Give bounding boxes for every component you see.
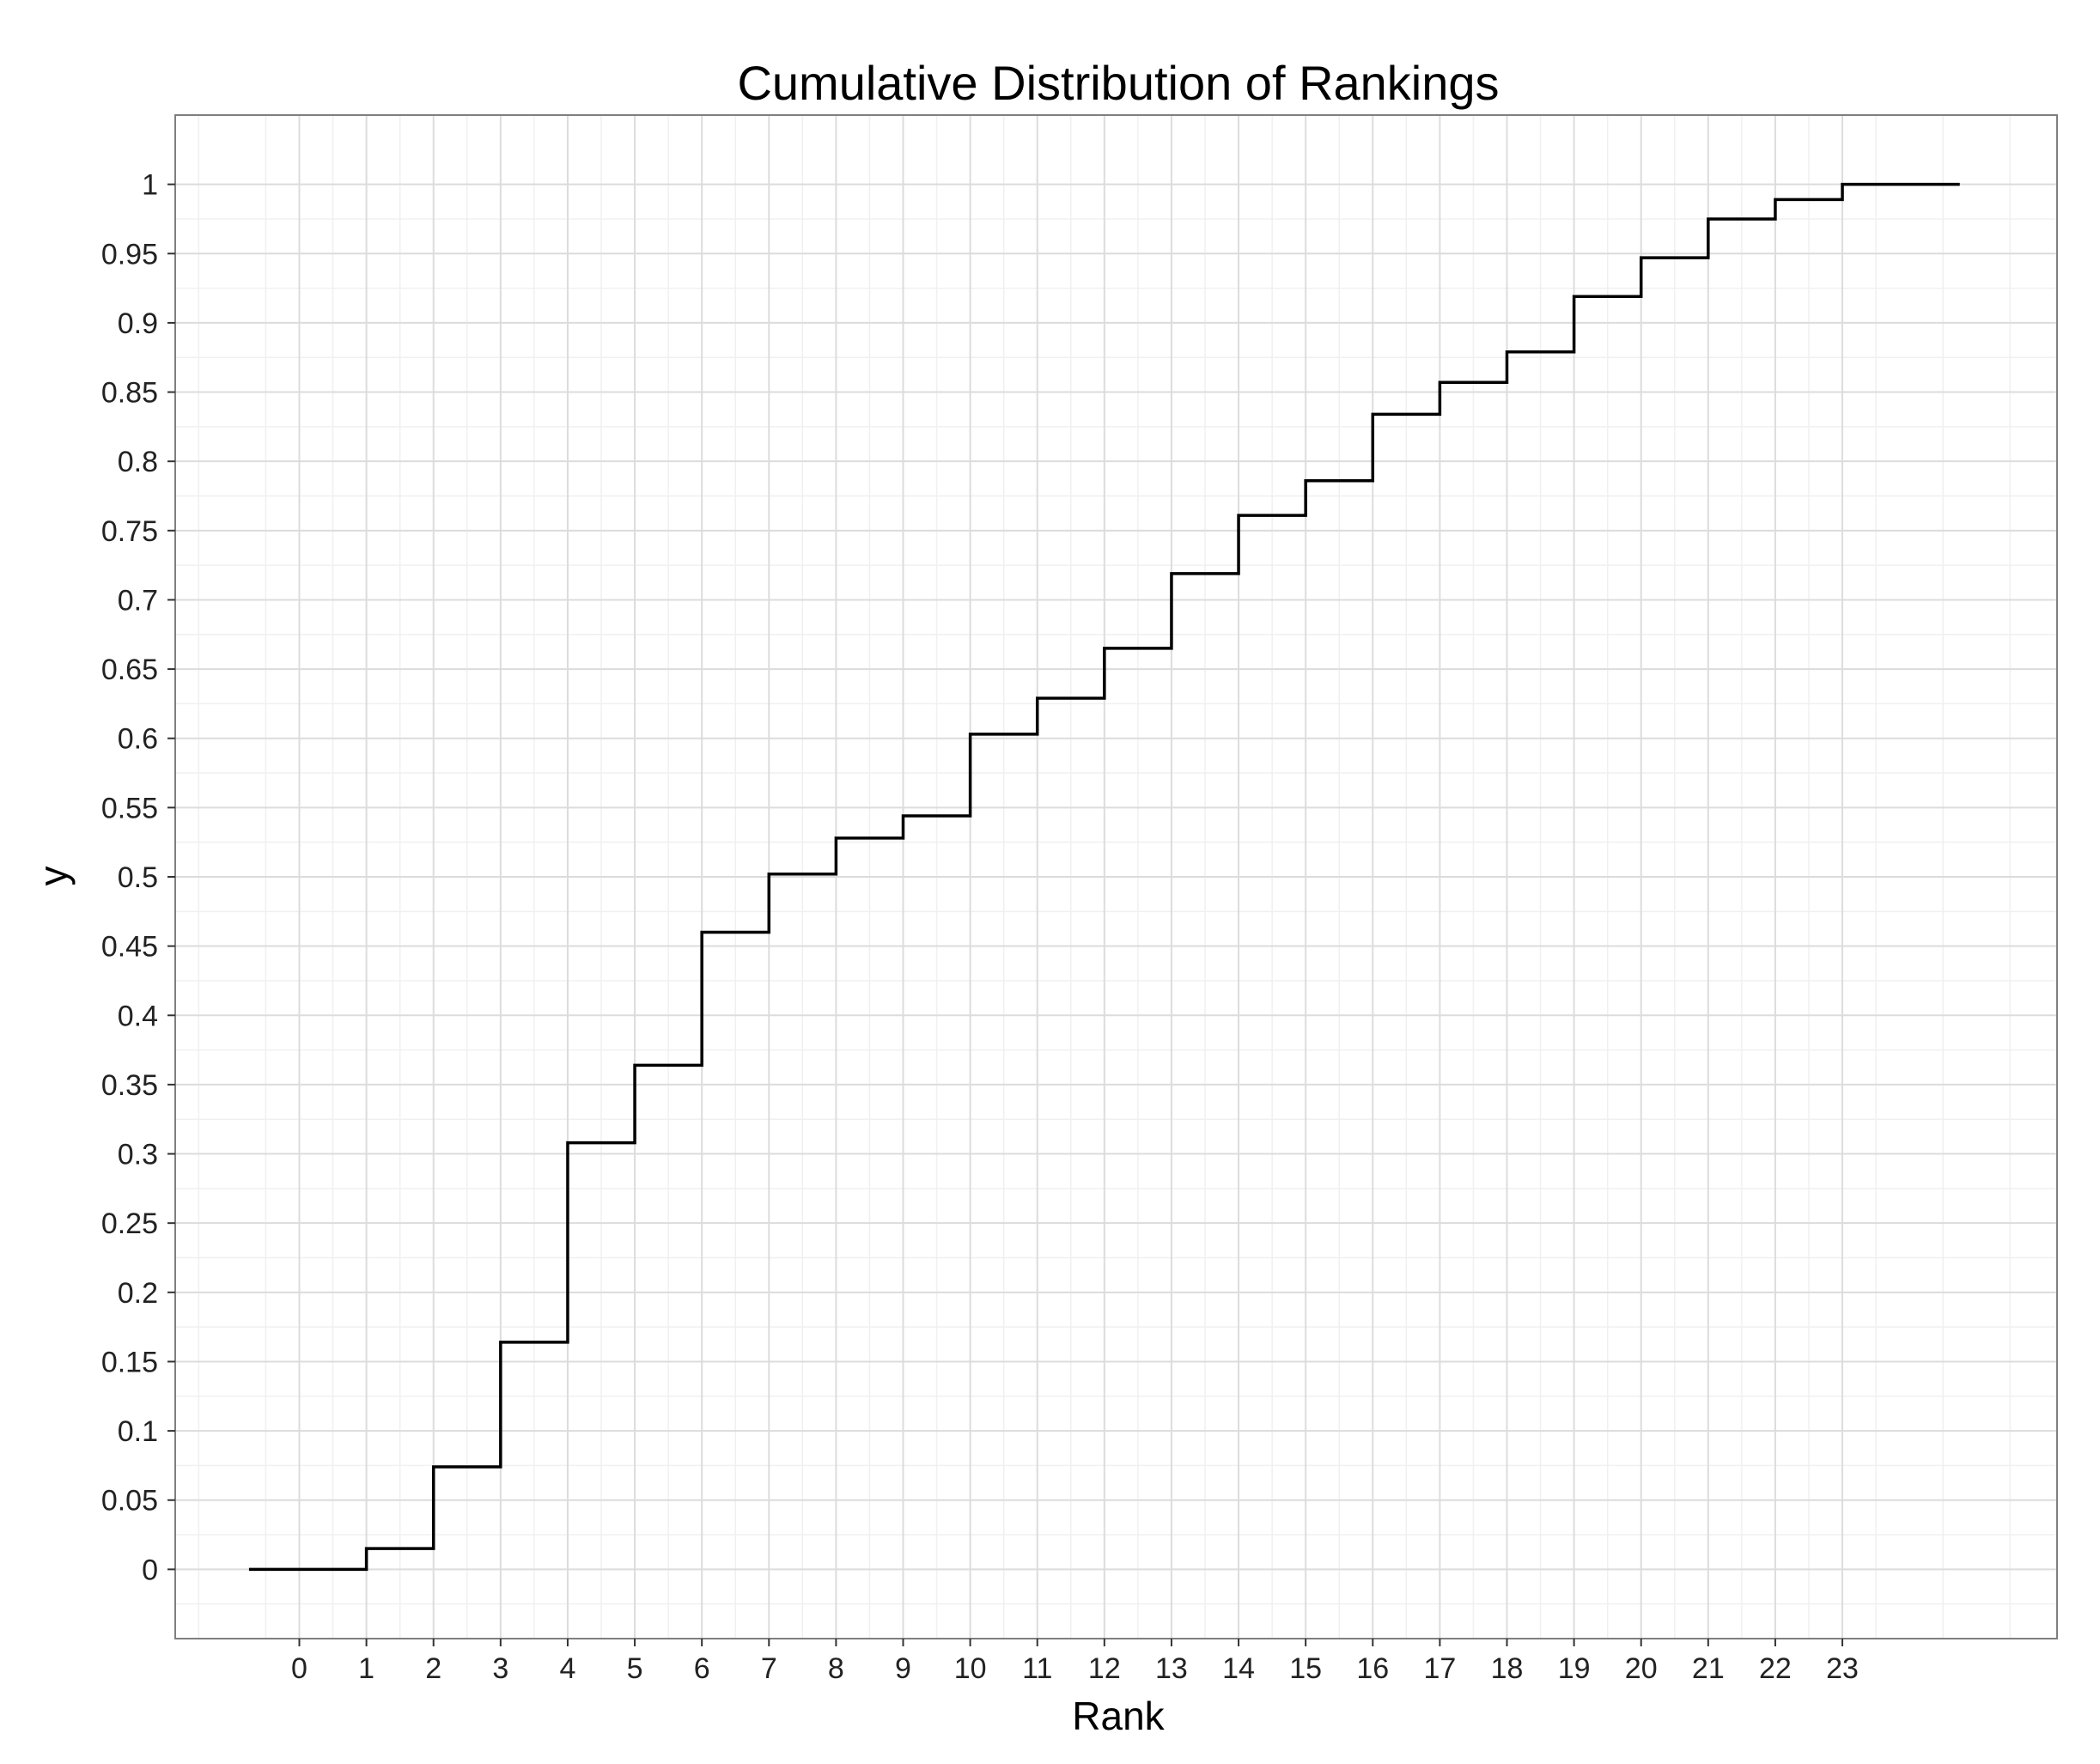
y-tick-label: 0.4 [118,1000,158,1032]
x-tick-label: 7 [761,1652,777,1685]
y-axis: 0 0.05 0.1 0.15 0.2 0.25 0.3 0.35 0.4 0.45 0.5 0.55… [101,169,175,1586]
y-tick-label: 0.5 [118,861,158,894]
x-tick-label: 17 [1423,1652,1456,1685]
y-tick-label: 0.15 [101,1346,158,1378]
y-tick-label: 0.95 [101,238,158,271]
series-layer [248,182,1960,1572]
x-axis: 0 1 2 3 4 5 6 7 8 9 10 11 12 13 14 15 16 17 18 19 20 21 22 23 [291,1639,1859,1685]
y-tick-label: 0.55 [101,792,158,824]
y-tick-label: 0 [142,1554,158,1586]
x-tick-label: 22 [1759,1652,1792,1685]
chart-title: Cumulative Distribution of Rankings [737,56,1499,110]
x-tick-label: 11 [1022,1652,1052,1685]
y-tick-label: 0.85 [101,377,158,410]
x-tick-label: 8 [828,1652,844,1685]
x-tick-label: 1 [358,1652,374,1685]
x-tick-label: 21 [1692,1652,1725,1685]
y-tick-label: 0.3 [118,1139,158,1171]
y-tick-label: 0.45 [101,931,158,964]
x-tick-label: 13 [1155,1652,1188,1685]
x-tick-label: 2 [425,1652,441,1685]
x-tick-label: 6 [694,1652,710,1685]
y-tick-label: 0.8 [118,446,158,478]
y-axis-title: y [31,867,76,886]
x-tick-label: 23 [1826,1652,1859,1685]
y-tick-label: 0.05 [101,1485,158,1518]
x-tick-label: 4 [559,1652,575,1685]
y-tick-label: 0.65 [101,654,158,686]
x-tick-label: 19 [1558,1652,1591,1685]
x-tick-label: 5 [627,1652,643,1685]
x-tick-label: 12 [1088,1652,1121,1685]
x-tick-label: 10 [954,1652,987,1685]
y-tick-label: 0.6 [118,723,158,756]
x-axis-title: Rank [1072,1694,1165,1738]
y-tick-label: 0.9 [118,307,158,340]
y-tick-label: 1 [142,169,158,202]
x-tick-label: 16 [1356,1652,1389,1685]
x-tick-label: 3 [492,1652,508,1685]
x-tick-label: 18 [1491,1652,1524,1685]
y-tick-label: 0.1 [118,1415,158,1448]
x-tick-label: 0 [291,1652,307,1685]
y-tick-label: 0.35 [101,1069,158,1102]
x-tick-label: 20 [1625,1652,1658,1685]
y-tick-label: 0.75 [101,515,158,548]
x-tick-label: 15 [1289,1652,1322,1685]
cdf-step-line [248,182,1960,1572]
y-tick-label: 0.25 [101,1207,158,1240]
x-tick-label: 9 [895,1652,911,1685]
y-tick-label: 0.2 [118,1277,158,1310]
y-tick-label: 0.7 [118,584,158,617]
x-tick-label: 14 [1222,1652,1255,1685]
